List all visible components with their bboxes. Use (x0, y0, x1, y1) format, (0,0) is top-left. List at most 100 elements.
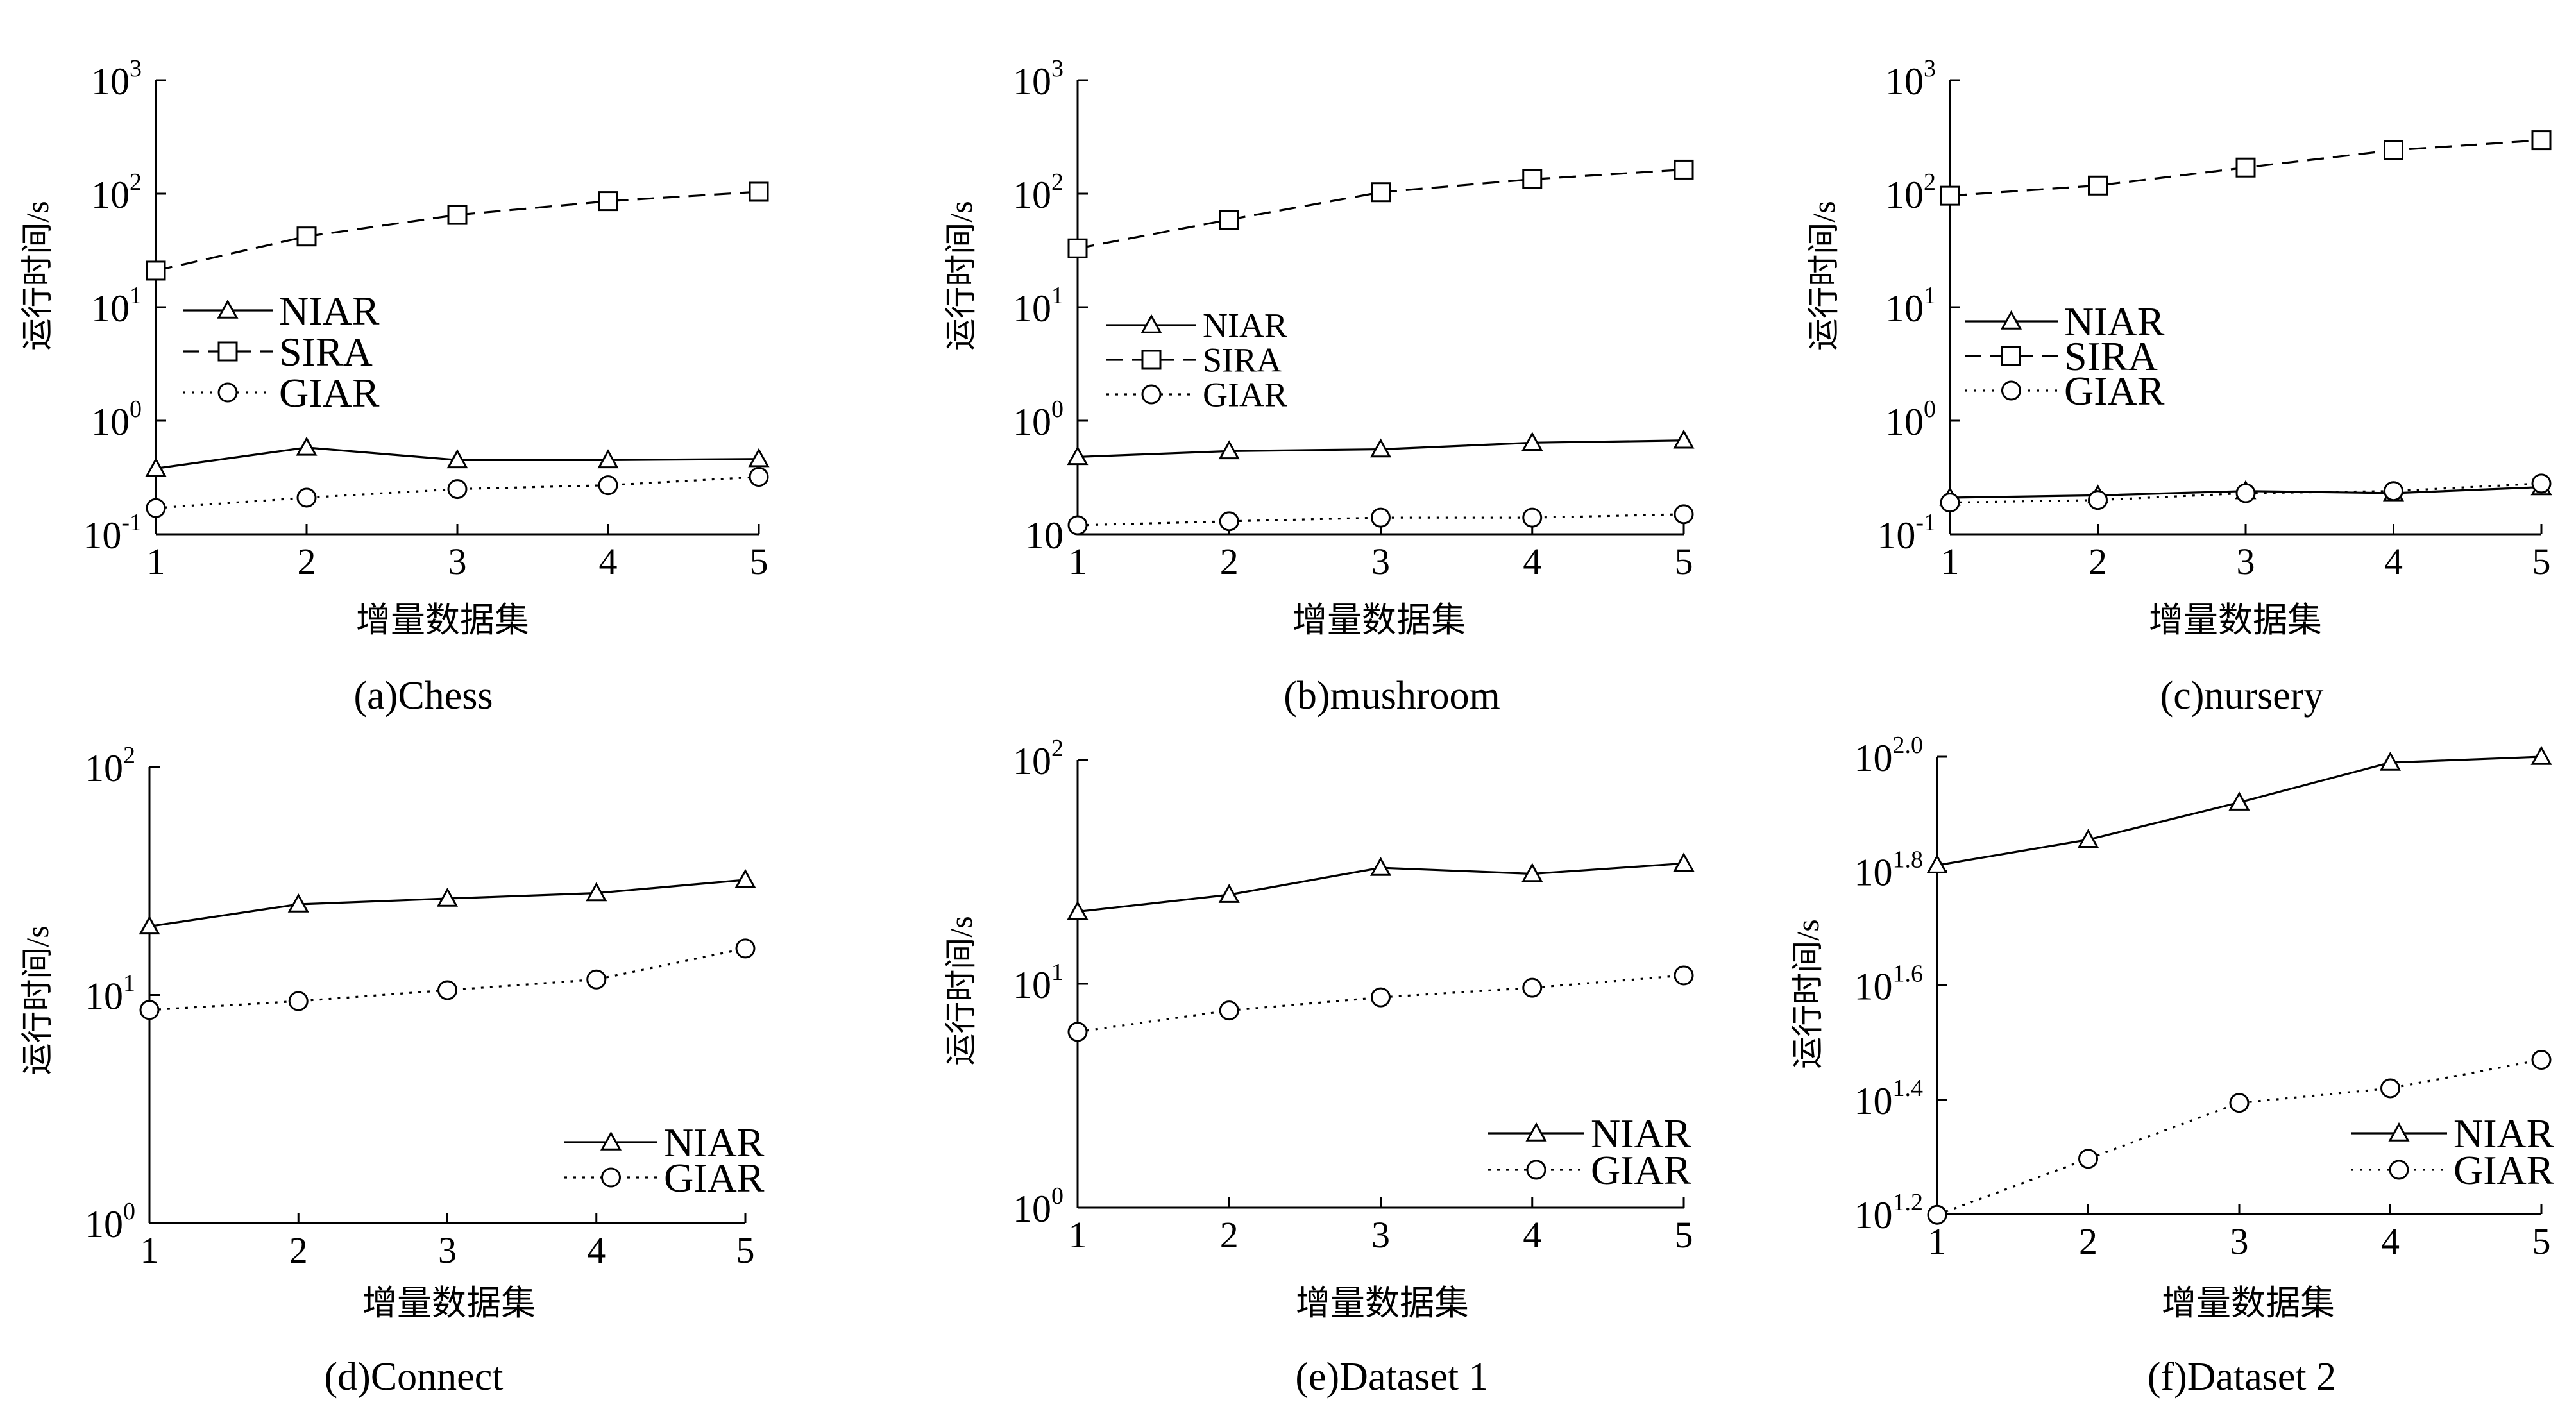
data-point-giar (2531, 473, 2552, 494)
y-tick-base: 10 (1013, 740, 1051, 782)
y-tick-label: 102 (1013, 169, 1063, 216)
x-tick-label: 5 (2532, 1220, 2551, 1262)
chart-caption: (f)Dataset 2 (2148, 1355, 2336, 1399)
data-point-giar (1674, 965, 1694, 986)
data-point-niar (2077, 829, 2099, 848)
y-tick-exponent: 1.8 (1893, 846, 1924, 873)
data-point-sira (1522, 169, 1543, 190)
data-point-sira (1067, 238, 1088, 258)
data-point-sira (1371, 182, 1391, 203)
data-point-niar (586, 882, 607, 902)
data-point-niar (1521, 863, 1543, 882)
y-axis-title: 运行时间/s (943, 201, 979, 350)
y-tick-base: 10 (1013, 964, 1051, 1006)
legend-marker-sira (2001, 346, 2021, 366)
y-axis-title: 运行时间/s (1790, 919, 1826, 1068)
legend-marker-giar (217, 382, 238, 403)
legend-marker-sira (1141, 350, 1162, 370)
y-tick-label: 101.6 (1854, 961, 1924, 1008)
legend-label: NIAR (1591, 1111, 1691, 1156)
data-point-niar (748, 448, 770, 468)
data-point-niar (1067, 900, 1089, 920)
data-point-niar (446, 449, 468, 469)
x-tick-label: 4 (2381, 1220, 2400, 1262)
y-tick-label: 101 (85, 970, 135, 1018)
y-tick-exponent: 2 (1051, 735, 1063, 762)
data-point-giar (437, 980, 457, 1000)
y-tick-base: 10 (1013, 287, 1051, 330)
y-tick-label: 101 (1013, 959, 1063, 1006)
data-point-sira (447, 205, 468, 225)
chart-panel-6: 1 2 3 4 5101.2101.4101.6101.8102.0NIARGIAR增量… (1790, 732, 2554, 1399)
y-tick-label: 103 (1013, 55, 1063, 103)
data-point-giar (1522, 507, 1543, 528)
legend-marker-giar (2389, 1160, 2409, 1180)
x-tick-label: 2 (2079, 1220, 2097, 1262)
y-tick-base: 10 (91, 287, 130, 330)
x-tick-label: 1 (140, 1229, 159, 1271)
x-tick-label: 2 (298, 541, 316, 582)
y-tick-base: 10 (1013, 1188, 1051, 1230)
data-point-niar (436, 887, 459, 907)
y-tick-base: 10 (91, 401, 130, 443)
data-point-niar (2228, 791, 2250, 811)
y-tick-base: 10 (1854, 1080, 1893, 1122)
legend-marker-sira (217, 341, 238, 362)
y-tick-label: 100 (85, 1198, 135, 1245)
x-tick-label: 1 (147, 541, 165, 582)
x-axis-title: 增量数据集 (362, 1284, 536, 1322)
series-line-giar (1077, 513, 1684, 527)
data-point-sira (146, 260, 166, 281)
x-tick-label: 3 (438, 1229, 457, 1271)
chart-panel-3: 1 2 3 4 510-1100101102103NIARSIRAGIAR增量数据集运行… (1806, 55, 2552, 718)
legend-marker-niar (1140, 314, 1162, 333)
y-tick-label: 100 (1013, 1183, 1063, 1230)
data-point-sira (2235, 157, 2256, 178)
x-axis-title: 增量数据集 (356, 601, 529, 639)
x-tick-label: 5 (1675, 1214, 1693, 1256)
legend-label: SIRA (2064, 333, 2158, 379)
data-point-giar (598, 475, 618, 496)
y-tick-label: 100 (1013, 396, 1063, 443)
legend-marker-niar (2388, 1122, 2410, 1142)
y-tick-base: 10 (1013, 174, 1051, 216)
legend-label: NIAR (1203, 306, 1287, 344)
y-tick-label: 10-1 (83, 509, 142, 557)
y-tick-exponent: 1 (1051, 959, 1063, 986)
chart-panel-2: 1 2 3 4 510100101102103NIARSIRAGIAR增量数据集运行时间… (943, 55, 1695, 718)
chart-caption: (d)Connect (325, 1355, 504, 1399)
y-tick-base: 10 (1885, 401, 1924, 443)
y-tick-label: 101.4 (1854, 1075, 1924, 1122)
data-point-sira (296, 226, 317, 247)
x-tick-label: 2 (1220, 1214, 1239, 1256)
y-tick-exponent: 2 (130, 169, 142, 196)
data-point-giar (749, 467, 769, 487)
chart-caption: (a)Chess (354, 674, 493, 718)
y-tick-exponent: 2.0 (1893, 732, 1924, 759)
x-tick-label: 4 (1523, 541, 1541, 582)
legend-label: NIAR (664, 1120, 765, 1165)
x-tick-label: 5 (2532, 541, 2551, 582)
y-tick-exponent: 0 (123, 1198, 135, 1225)
chart-panel-4: 1 2 3 4 5100101102NIARGIAR增量数据集运行时间/s(d)Conn… (19, 742, 765, 1399)
y-tick-label: 102 (1013, 735, 1063, 782)
y-tick-base: 10 (85, 1203, 123, 1245)
y-tick-base: 10 (91, 60, 130, 103)
legend-label: GIAR (1203, 375, 1287, 414)
legend-marker-niar (600, 1131, 622, 1151)
legend-marker-giar (2001, 380, 2021, 401)
data-point-giar (288, 991, 309, 1011)
y-tick-exponent: 1 (1924, 282, 1936, 309)
chart-caption: (e)Dataset 1 (1295, 1355, 1488, 1399)
y-tick-exponent: 0 (1051, 396, 1063, 423)
y-tick-exponent: 1.2 (1893, 1189, 1924, 1216)
y-tick-exponent: 1 (1051, 282, 1063, 309)
data-point-giar (1219, 1000, 1239, 1021)
legend-label: GIAR (2453, 1147, 2554, 1193)
y-tick-label: 102 (1885, 169, 1936, 216)
data-point-giar (2380, 1078, 2400, 1099)
y-tick-label: 101 (1885, 282, 1936, 330)
